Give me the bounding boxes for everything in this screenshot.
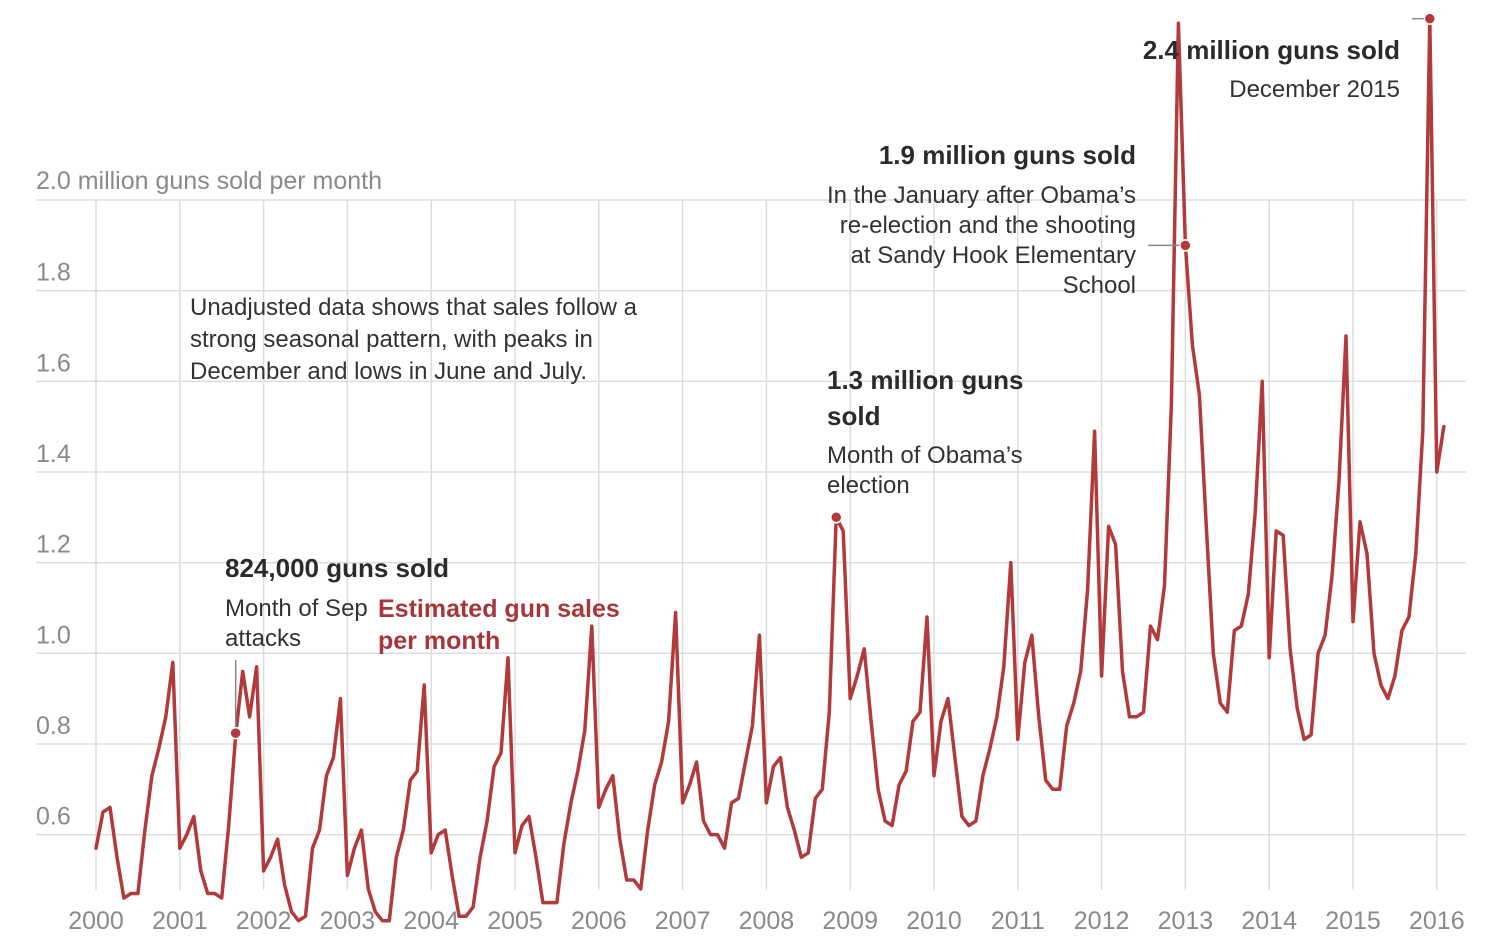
x-tick-label: 2005	[487, 907, 543, 935]
seasonal-note: Unadjusted data shows that sales follow …	[190, 294, 638, 385]
seasonal-note-line-2: strong seasonal pattern, with peaks in	[190, 326, 593, 353]
sandy-hook-line-4: School	[1063, 272, 1136, 299]
annotations	[229, 12, 1437, 740]
x-tick-label: 2006	[571, 907, 627, 935]
x-tick-label: 2008	[739, 907, 795, 935]
seasonal-note-line-3: December and lows in June and July.	[190, 358, 587, 385]
obama-election-headline-2: sold	[827, 401, 880, 431]
y-tick-label: 1.6	[36, 349, 71, 377]
sept11-headline: 824,000 guns sold	[225, 553, 449, 583]
dec2015-point-marker	[1423, 12, 1437, 25]
x-tick-label: 2007	[655, 907, 711, 935]
sept11-point-marker	[229, 726, 242, 740]
y-tick-label: 0.8	[36, 712, 71, 740]
series-label-line-1: Estimated gun sales	[378, 595, 620, 623]
sandy_hook-point-marker	[1179, 239, 1192, 252]
y-tick-label: 0.6	[36, 803, 71, 831]
seasonal-note-line-1: Unadjusted data shows that sales follow …	[190, 294, 638, 321]
x-tick-label: 2012	[1074, 907, 1130, 935]
sept11-line-1: Month of Sep	[225, 595, 368, 622]
x-tick-label: 2014	[1241, 907, 1297, 935]
dec2015-headline: 2.4 million guns sold	[1143, 35, 1400, 65]
sandy-hook-headline: 1.9 million guns sold	[879, 140, 1136, 170]
series-label-line-2: per month	[378, 627, 500, 655]
x-tick-label: 2001	[152, 907, 208, 935]
sandy-hook-line-1: In the January after Obama’s	[827, 182, 1136, 209]
sept11-line-2: attacks	[225, 625, 301, 652]
y-tick-label: 1.8	[36, 259, 71, 287]
x-tick-label: 2002	[236, 907, 292, 935]
annotation-dec-2015: 2.4 million guns sold December 2015	[1143, 35, 1400, 103]
x-tick-label: 2000	[68, 907, 124, 935]
obama-election-line-2: election	[827, 472, 910, 499]
series-label: Estimated gun sales per month	[378, 595, 620, 655]
grid-lines	[36, 199, 1466, 890]
y-tick-label: 1.4	[36, 440, 71, 468]
x-tick-label: 2004	[403, 907, 459, 935]
y-axis-unit-label: 2.0 million guns sold per month	[36, 167, 382, 195]
annotation-sept11: 824,000 guns sold Month of Sep attacks	[225, 553, 449, 652]
x-tick-label: 2010	[906, 907, 962, 935]
x-tick-label: 2011	[991, 907, 1045, 935]
x-tick-label: 2003	[320, 907, 376, 935]
axis-labels: 1.8 1.6 1.4 1.2 1.0 0.8 0.6 2000 2001 2002 2003 200…	[36, 259, 1465, 935]
obama-election-headline-1: 1.3 million guns	[827, 365, 1023, 395]
x-tick-label: 2015	[1325, 907, 1381, 935]
dec2015-line-1: December 2015	[1229, 76, 1400, 103]
x-tick-label: 2013	[1158, 907, 1214, 935]
sandy-hook-line-2: re-election and the shooting	[840, 212, 1136, 239]
annotation-sandy-hook: 1.9 million guns sold In the January aft…	[827, 140, 1136, 299]
series-layer	[94, 16, 1446, 923]
obama_election-point-marker	[829, 511, 843, 524]
series-line	[94, 16, 1446, 923]
x-tick-label: 2009	[822, 907, 878, 935]
y-tick-label: 1.0	[36, 621, 71, 649]
obama-election-line-1: Month of Obama’s	[827, 442, 1023, 469]
annotation-obama-election: 1.3 million guns sold Month of Obama’s e…	[827, 365, 1023, 499]
y-tick-label: 1.2	[36, 531, 71, 559]
x-tick-label: 2016	[1409, 907, 1465, 935]
sandy-hook-line-3: at Sandy Hook Elementary	[851, 242, 1136, 269]
